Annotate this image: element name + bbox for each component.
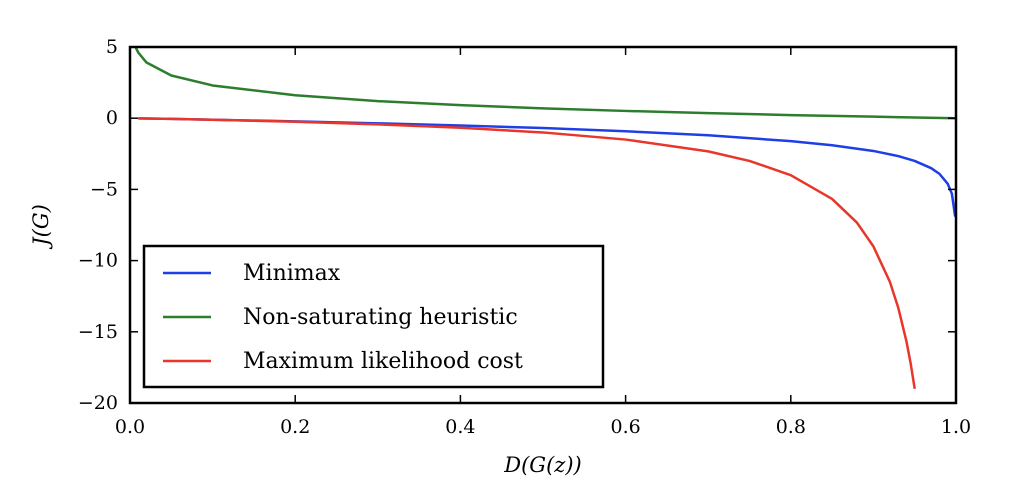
ticks-layer: 0.0 0.2 0.4 0.6 0.8 1.0 5 0 −5 −10 −15 −20 — [78, 36, 971, 438]
x-tick-label: 0.8 — [776, 416, 806, 438]
legend-label-minimax: Minimax — [243, 261, 341, 286]
x-tick-label: 0.2 — [280, 416, 310, 438]
legend: Minimax Non-saturating heuristic Maximum… — [142, 244, 605, 389]
x-tick-label: 1.0 — [941, 416, 971, 438]
legend-label-max-likelihood: Maximum likelihood cost — [243, 349, 523, 374]
series-line-max-likelihood — [138, 117, 916, 389]
x-tick-label: 0.0 — [115, 416, 145, 438]
y-tick-label: −5 — [90, 178, 118, 200]
series-layer — [134, 47, 956, 389]
x-tick-label: 0.6 — [610, 416, 640, 438]
y-tick-label: 5 — [106, 36, 118, 58]
x-tick-label: 0.4 — [445, 416, 475, 438]
y-axis-label: J(G) — [29, 204, 53, 250]
legend-label-non-saturating: Non-saturating heuristic — [243, 305, 518, 330]
y-tick-label: −15 — [78, 321, 118, 343]
legend-box — [142, 244, 605, 389]
x-axis-label: D(G(z)) — [503, 453, 581, 477]
y-tick-label: −10 — [78, 250, 118, 272]
y-tick-label: −20 — [78, 392, 118, 414]
plot-frame — [128, 45, 958, 405]
y-tick-label: 0 — [106, 107, 118, 129]
series-line-non-saturating — [134, 47, 956, 120]
